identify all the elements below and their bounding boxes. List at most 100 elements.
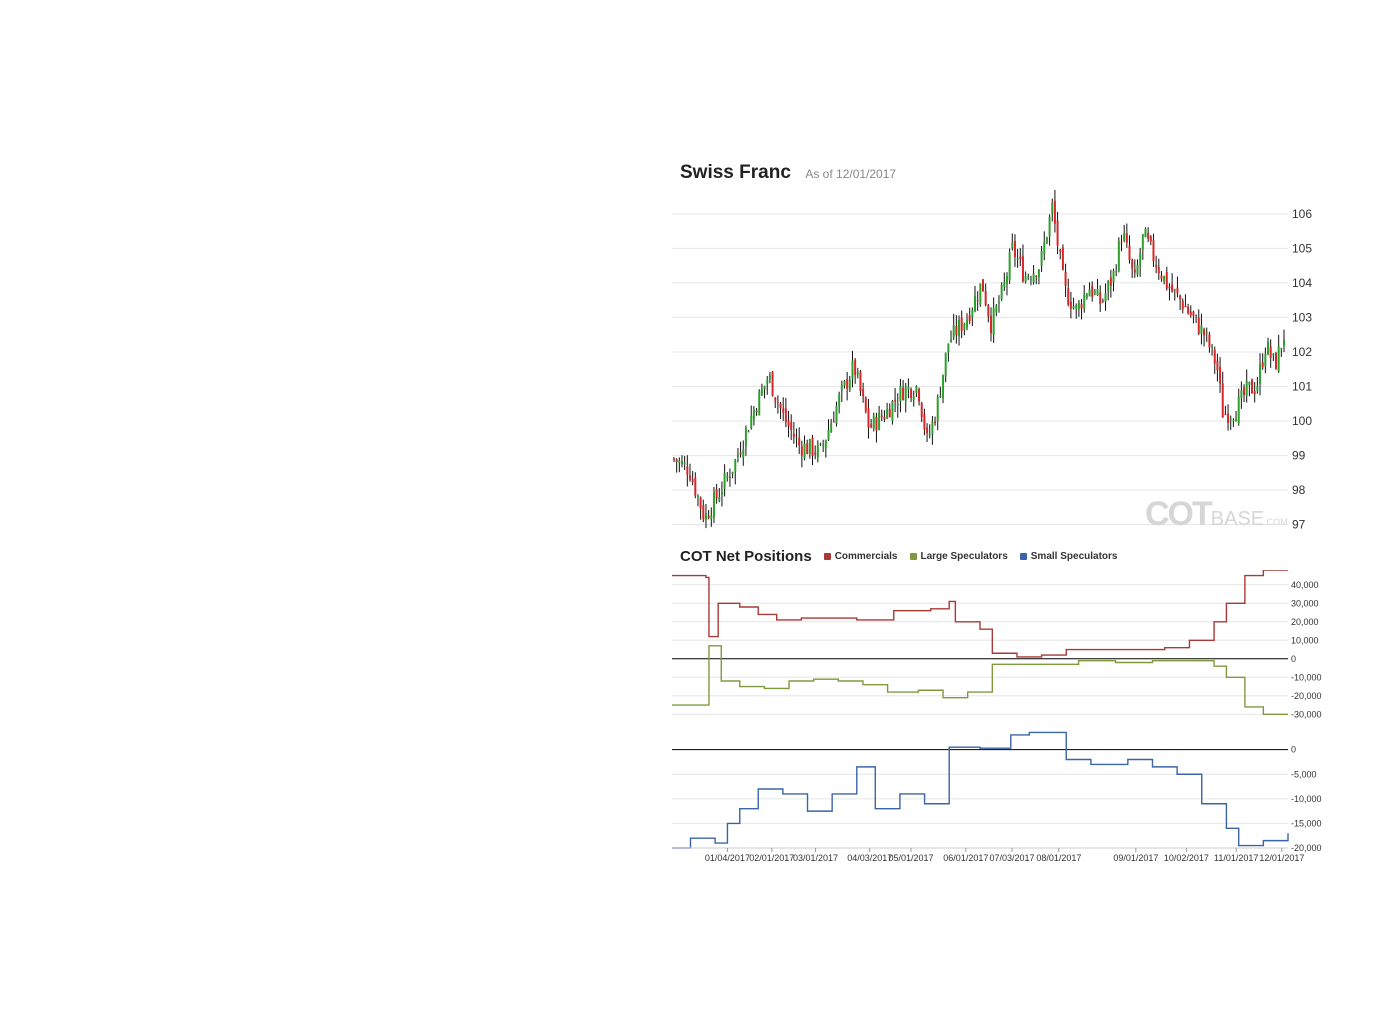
candle-body: [920, 403, 923, 418]
cot-series-commercials: [672, 570, 1288, 658]
candle-body: [758, 391, 761, 416]
candle-body: [1155, 264, 1158, 268]
candle-body: [1003, 282, 1006, 287]
candle-body: [1152, 240, 1155, 262]
candle-body: [673, 458, 675, 460]
candle-body: [1101, 300, 1104, 302]
price-y-tick-label: 104: [1292, 276, 1312, 290]
candle-body: [896, 403, 899, 406]
candle-body: [771, 372, 774, 396]
price-y-tick-label: 105: [1292, 241, 1312, 255]
candle-body: [894, 399, 897, 402]
candle-body: [1245, 380, 1248, 396]
candle-body: [1232, 420, 1235, 422]
candle-body: [1240, 390, 1243, 398]
candle-body: [958, 320, 961, 337]
cot-x-tick-label: 12/01/2017: [1259, 853, 1304, 863]
candle-body: [1179, 295, 1182, 300]
candle-body: [995, 305, 998, 313]
candle-body: [795, 437, 798, 439]
candle-body: [707, 515, 710, 519]
candle-body: [1203, 328, 1206, 336]
candle-body: [1123, 233, 1126, 241]
cot-x-tick-label: 02/01/2017: [749, 853, 794, 863]
cot-y-tick-label: 30,000: [1291, 598, 1319, 608]
candle-body: [675, 459, 678, 463]
candle-body: [1269, 346, 1272, 359]
candle-body: [744, 428, 747, 446]
candle-body: [827, 430, 830, 440]
candle-body: [1000, 285, 1003, 299]
cot-net-positions-chart: 40,000 30,000 20,000 10,000 0 -10,000 -20,000 -…: [672, 570, 1322, 863]
candle-body: [1181, 300, 1184, 310]
candle-body: [952, 325, 955, 338]
price-y-tick-label: 101: [1292, 379, 1312, 393]
price-y-tick-label: 100: [1292, 414, 1312, 428]
candle-body: [726, 475, 729, 478]
legend-item-commercials[interactable]: Commercials: [823, 551, 898, 562]
candle-body: [1059, 249, 1062, 252]
candle-body: [704, 513, 707, 521]
candle-body: [702, 505, 705, 520]
cot-header: COT Net Positions Commercials Large Spec…: [680, 548, 1129, 565]
candle-body: [1280, 347, 1283, 349]
candle-body: [968, 315, 971, 322]
legend-item-small-speculators[interactable]: Small Speculators: [1019, 551, 1117, 562]
legend-label-large-speculators: Large Speculators: [920, 551, 1008, 562]
candle-body: [891, 401, 894, 421]
candle-body: [1056, 220, 1059, 246]
candle-body: [1088, 289, 1091, 297]
candle-body: [1272, 353, 1275, 356]
candle-body: [696, 496, 699, 498]
candle-body: [878, 412, 881, 430]
candle-body: [1043, 242, 1046, 254]
candle-body: [1243, 387, 1246, 395]
cotbase-watermark-logo: COTBASE.COM: [1145, 495, 1288, 534]
candle-body: [1104, 293, 1107, 302]
cot-y-tick-label: -10,000: [1291, 794, 1322, 804]
candle-body: [1048, 216, 1051, 237]
candle-body: [1099, 292, 1102, 305]
candle-body: [683, 462, 686, 465]
cot-series-small-speculators: [672, 731, 1289, 849]
cot-x-tick-label: 07/03/2017: [990, 853, 1035, 863]
candle-body: [915, 386, 918, 393]
price-y-tick-label: 98: [1292, 483, 1306, 497]
candle-body: [880, 415, 883, 418]
candle-body: [947, 343, 950, 353]
candle-body: [712, 492, 715, 518]
candle-body: [963, 323, 966, 330]
legend-item-large-speculators[interactable]: Large Speculators: [909, 551, 1008, 562]
cot-x-tick-label: 10/02/2017: [1164, 853, 1209, 863]
candle-body: [1125, 233, 1128, 243]
candle-body: [1224, 413, 1227, 415]
candle-body: [1072, 305, 1075, 309]
candle-body: [1024, 276, 1027, 282]
candle-body: [875, 417, 878, 431]
candle-body: [1277, 346, 1280, 372]
cot-y-tick-label: -20,000: [1291, 843, 1322, 853]
candle-body: [763, 385, 766, 390]
candle-body: [974, 296, 977, 312]
candle-body: [1069, 301, 1072, 309]
candle-body: [981, 279, 984, 292]
legend-swatch-large-speculators: [909, 553, 917, 560]
candle-body: [824, 440, 827, 449]
candle-body: [1253, 391, 1256, 395]
candle-body: [686, 466, 689, 475]
candle-body: [680, 461, 683, 465]
candle-body: [944, 352, 947, 377]
candle-body: [840, 385, 843, 391]
candle-body: [782, 408, 785, 413]
candle-body: [867, 408, 870, 428]
candlestick-series: [673, 190, 1285, 529]
candle-body: [787, 420, 790, 427]
candle-body: [731, 471, 734, 474]
as-of-date: As of 12/01/2017: [805, 167, 897, 181]
candle-body: [1261, 362, 1264, 368]
candle-body: [923, 414, 926, 429]
candle-body: [838, 394, 841, 406]
price-y-tick-label: 106: [1292, 207, 1312, 221]
candle-body: [1264, 353, 1267, 367]
price-y-tick-label: 103: [1292, 310, 1312, 324]
